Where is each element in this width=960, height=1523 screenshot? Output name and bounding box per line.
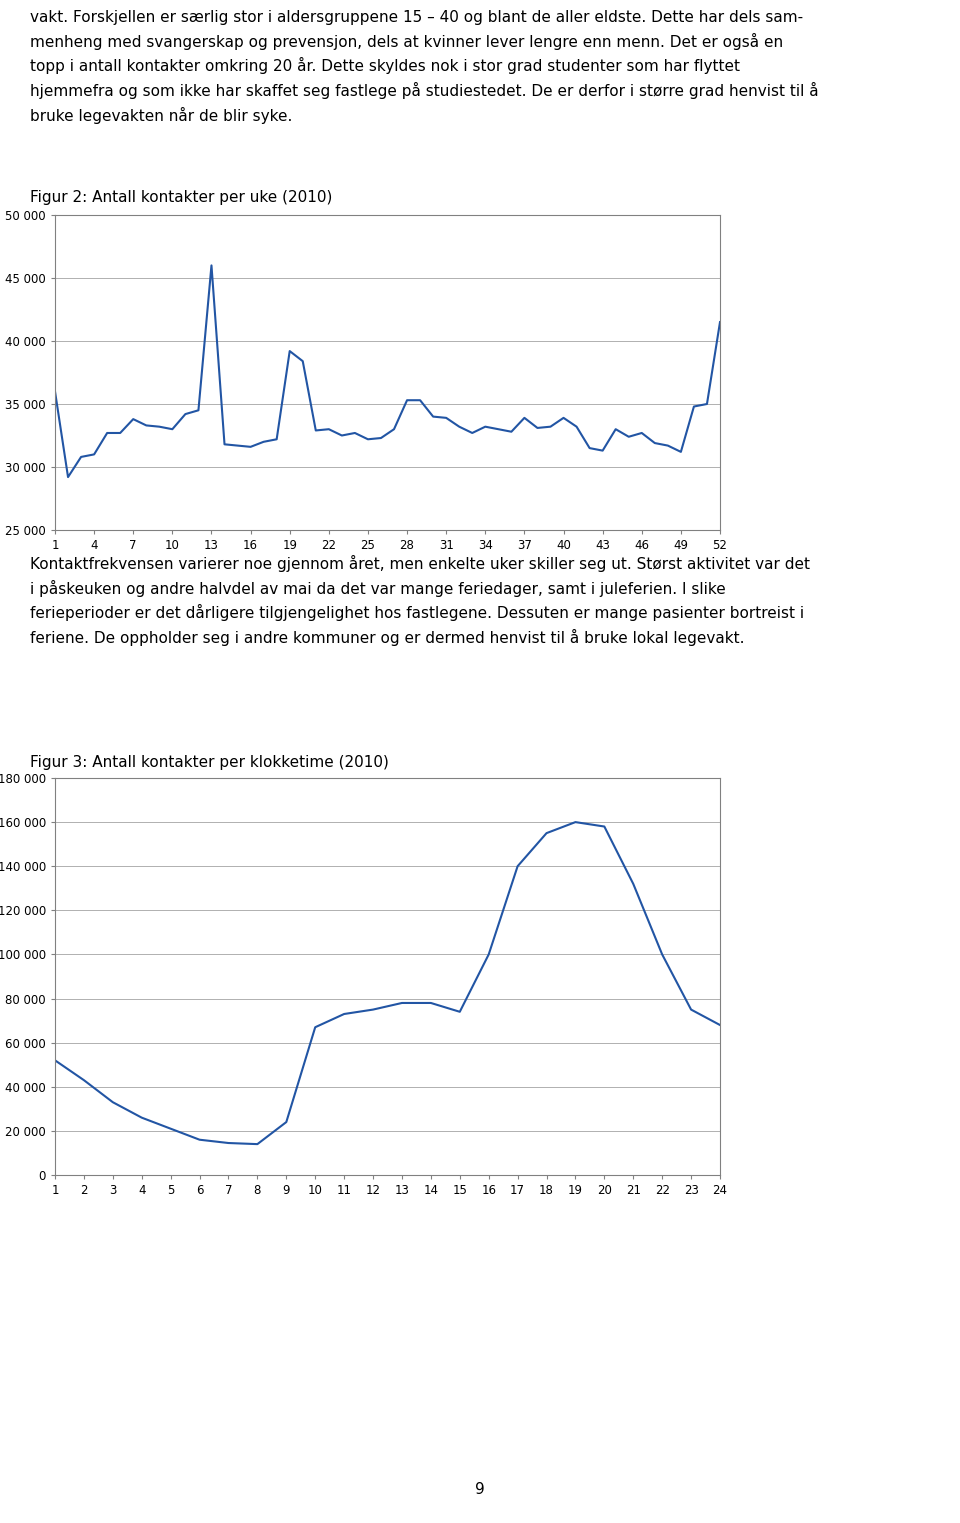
Text: Figur 3: Antall kontakter per klokketime (2010): Figur 3: Antall kontakter per klokketime… [30,755,389,771]
Text: vakt. Forskjellen er særlig stor i aldersgruppene 15 – 40 og blant de aller elds: vakt. Forskjellen er særlig stor i alder… [30,11,819,123]
Text: Figur 2: Antall kontakter per uke (2010): Figur 2: Antall kontakter per uke (2010) [30,190,332,206]
Text: 9: 9 [475,1482,485,1497]
Text: Kontaktfrekvensen varierer noe gjennom året, men enkelte uker skiller seg ut. St: Kontaktfrekvensen varierer noe gjennom å… [30,554,810,646]
